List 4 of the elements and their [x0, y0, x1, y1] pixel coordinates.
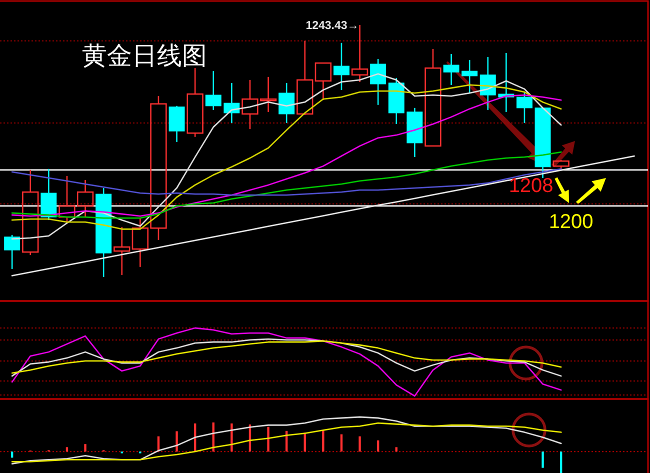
annotation: 1208	[508, 174, 554, 197]
annotation: 1200	[548, 210, 594, 233]
title: 黄金日线图	[82, 42, 207, 70]
annotation: 1243.43→	[306, 20, 359, 32]
